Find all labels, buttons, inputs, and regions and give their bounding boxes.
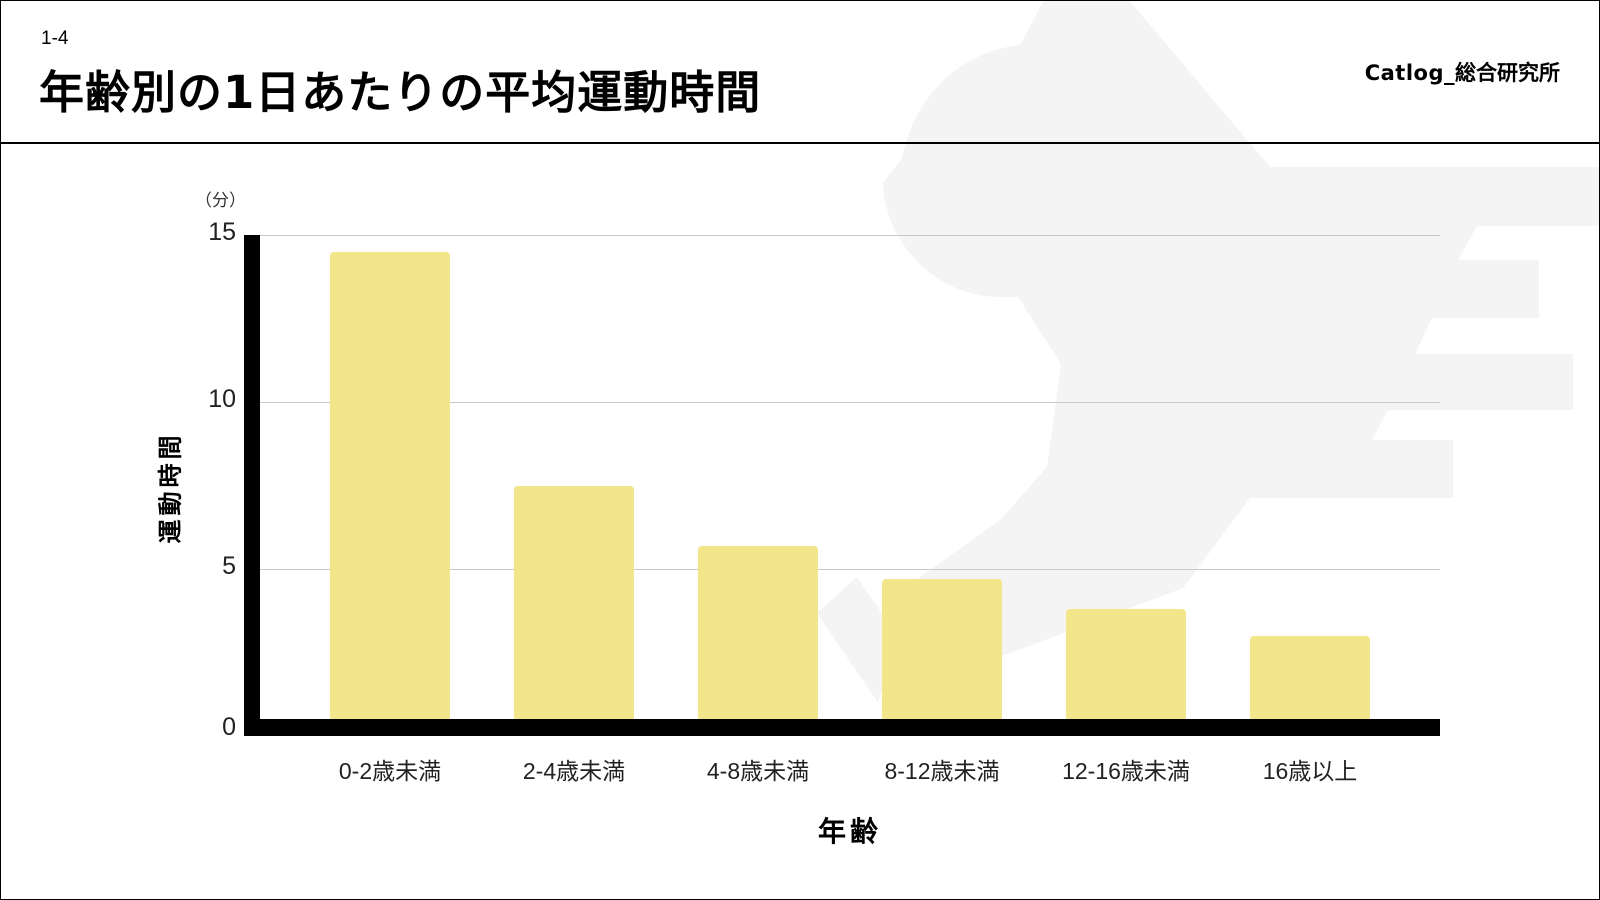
- y-unit-label: （分）: [195, 191, 246, 211]
- gridline-10: [260, 402, 1440, 403]
- section-number: 1-4: [41, 28, 69, 49]
- y-axis-title: 運動時間: [156, 431, 185, 544]
- bar-12-16: [1066, 609, 1186, 736]
- x-tick-label: 12-16歳未満: [1062, 758, 1190, 784]
- gridline-5: [260, 569, 1440, 570]
- slide-header: 1-4 年齢別の1日あたりの平均運動時間 Catlog_総合研究所: [0, 0, 1600, 143]
- brand-logo: Catlog_総合研究所: [1365, 57, 1560, 87]
- x-axis-title: 年齢: [817, 815, 882, 848]
- x-tick-label: 16歳以上: [1262, 758, 1358, 784]
- x-axis-line: [244, 719, 1440, 736]
- y-tick-0: 0: [222, 713, 236, 741]
- bar-8-12: [882, 579, 1002, 736]
- y-tick-15: 15: [208, 218, 236, 246]
- page-title: 年齢別の1日あたりの平均運動時間: [39, 66, 762, 119]
- brand-jp: 総合研究所: [1455, 61, 1560, 85]
- x-tick-label: 2-4歳未満: [522, 758, 626, 784]
- x-tick-label: 8-12歳未満: [884, 758, 1000, 784]
- y-tick-5: 5: [222, 552, 236, 580]
- bar-2-4: [514, 485, 634, 736]
- y-axis-line: [244, 235, 260, 736]
- bar-4-8: [698, 545, 818, 736]
- bar-0-2: [330, 251, 450, 736]
- brand-latin: Catlog_: [1364, 61, 1455, 85]
- gridline-15: [260, 235, 1440, 236]
- x-tick-label: 4-8歳未満: [706, 758, 810, 784]
- header-divider: [0, 142, 1600, 144]
- y-tick-10: 10: [208, 385, 236, 413]
- x-tick-label: 0-2歳未満: [338, 758, 442, 784]
